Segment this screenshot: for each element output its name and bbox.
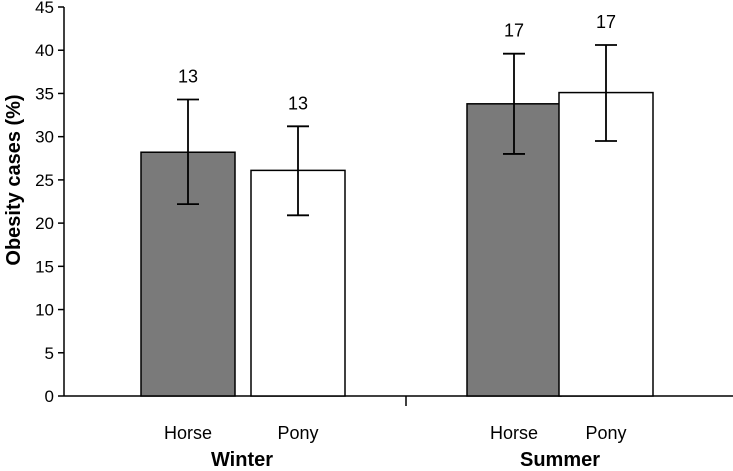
- y-tick-label: 0: [45, 387, 54, 406]
- x-group-label-winter: Winter: [211, 449, 273, 471]
- y-tick-label: 40: [35, 41, 54, 60]
- y-tick-label: 45: [35, 0, 54, 17]
- sample-size-label: 13: [178, 66, 198, 86]
- bars: [140, 91, 654, 397]
- y-axis: 0 5 10 15 20 25 30 35 40 45: [35, 0, 65, 406]
- x-category-label: Horse: [164, 423, 212, 443]
- x-category-label: Pony: [277, 423, 318, 443]
- x-category-label: Pony: [585, 423, 626, 443]
- sample-size-label: 13: [288, 93, 308, 113]
- y-tick-label: 35: [35, 84, 54, 103]
- y-tick-label: 5: [45, 344, 54, 363]
- y-tick-label: 20: [35, 214, 54, 233]
- y-tick-label: 10: [35, 301, 54, 320]
- sample-size-label: 17: [596, 12, 616, 32]
- error-bars: [177, 44, 617, 217]
- x-group-label-summer: Summer: [520, 449, 600, 471]
- x-axis: [64, 395, 733, 406]
- sample-size-label: 17: [504, 21, 524, 41]
- bar-summer-pony: [558, 91, 654, 397]
- y-tick-label: 30: [35, 128, 54, 147]
- y-tick-label: 25: [35, 171, 54, 190]
- y-tick-label: 15: [35, 257, 54, 276]
- y-axis-title: Obesity cases (%): [3, 94, 25, 265]
- x-category-label: Horse: [490, 423, 538, 443]
